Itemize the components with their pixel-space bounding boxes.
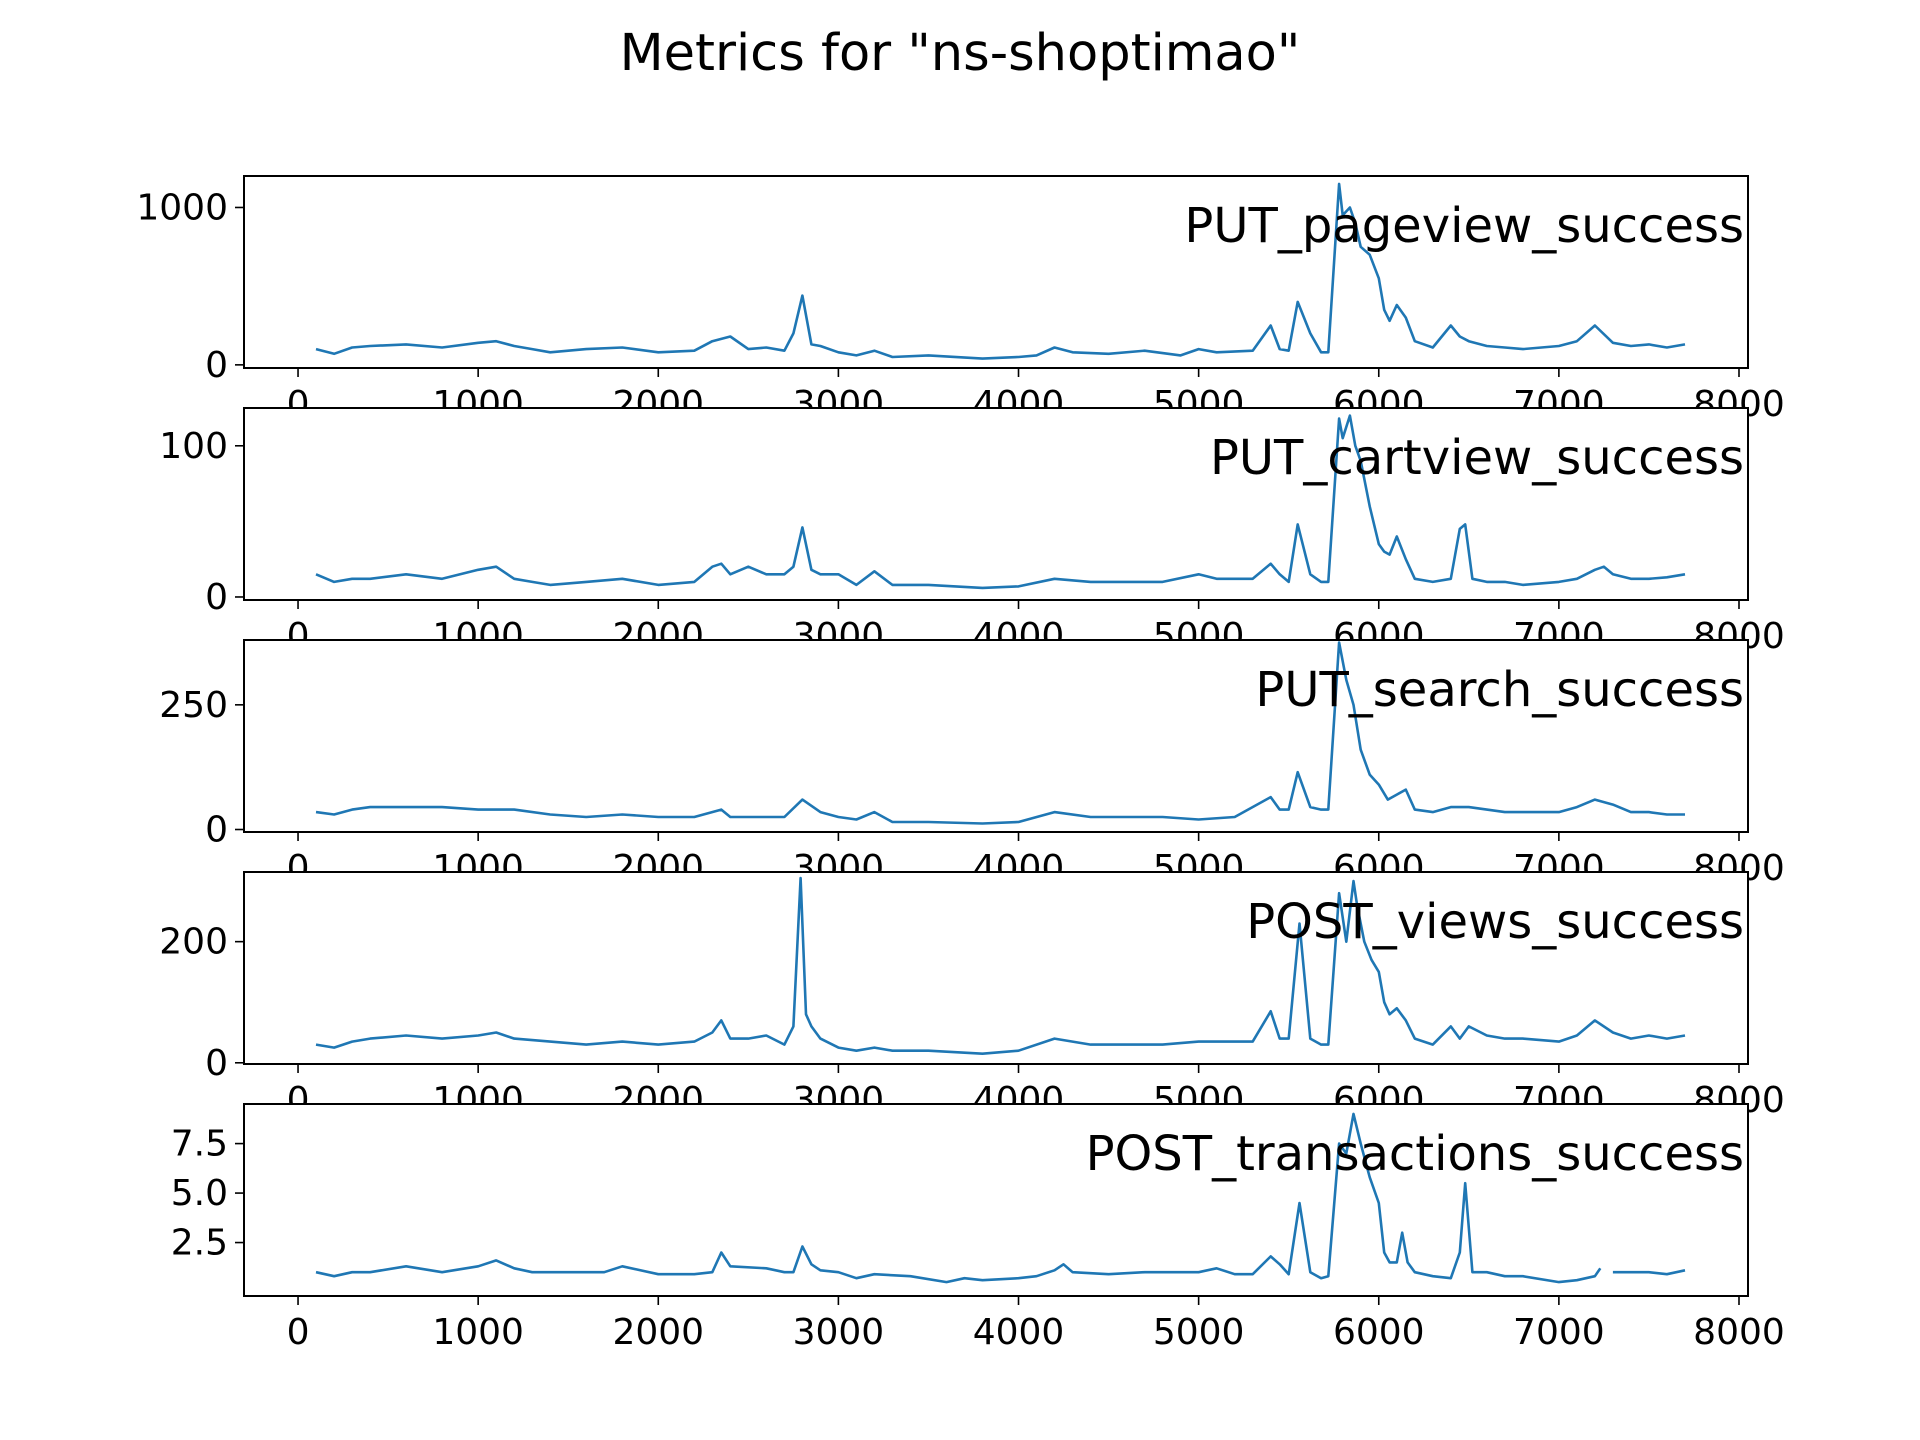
y-tick-label: 250 bbox=[159, 685, 228, 726]
y-tick-label: 2.5 bbox=[171, 1223, 228, 1264]
series-line-POST_transactions_success bbox=[315, 1112, 1686, 1284]
axes-frame bbox=[243, 1103, 1749, 1297]
series-line-PUT_pageview_success bbox=[315, 182, 1686, 360]
x-tick-label: 4000 bbox=[973, 1312, 1065, 1353]
x-tick-label: 8000 bbox=[1693, 1312, 1785, 1353]
y-tick-label: 100 bbox=[159, 426, 228, 467]
y-tick-label: 200 bbox=[159, 922, 228, 963]
x-tick-label: 5000 bbox=[1153, 1312, 1245, 1353]
figure-title: Metrics for "ns-shoptimao" bbox=[620, 24, 1301, 83]
series-line-PUT_cartview_success bbox=[315, 414, 1686, 590]
x-tick-label: 3000 bbox=[793, 1312, 885, 1353]
y-tick-label: 0 bbox=[205, 345, 228, 386]
y-tick-label: 0 bbox=[205, 1043, 228, 1084]
panel-label: PUT_cartview_success bbox=[1210, 430, 1744, 486]
panel-label: PUT_pageview_success bbox=[1184, 198, 1744, 254]
y-tick-label: 0 bbox=[205, 810, 228, 851]
y-tick-label: 5.0 bbox=[171, 1173, 228, 1214]
x-tick-label: 6000 bbox=[1333, 1312, 1425, 1353]
axes-frame bbox=[243, 871, 1749, 1065]
y-tick-label: 1000 bbox=[136, 187, 228, 228]
series-line-POST_views_success bbox=[315, 876, 1686, 1055]
x-tick-label: 1000 bbox=[432, 1312, 524, 1353]
axes-frame bbox=[243, 639, 1749, 833]
plot-area bbox=[244, 1104, 1748, 1296]
series-line-PUT_search_success bbox=[315, 641, 1685, 825]
plot-area bbox=[244, 640, 1748, 832]
panel-label: POST_views_success bbox=[1246, 894, 1744, 950]
axes-frame bbox=[243, 175, 1749, 369]
axes-frame bbox=[243, 407, 1749, 601]
panel-label: POST_transactions_success bbox=[1086, 1126, 1744, 1182]
y-tick-label: 0 bbox=[205, 577, 228, 618]
panel-POST_transactions_success: 0 1000 2000 3000 4000 5000 6000 7000 8000 2.5 5.0 7… bbox=[171, 1103, 1785, 1353]
x-tick-label: 7000 bbox=[1513, 1312, 1605, 1353]
x-tick-label: 2000 bbox=[612, 1312, 704, 1353]
panel-label: PUT_search_success bbox=[1255, 662, 1744, 718]
x-tick-label: 0 bbox=[287, 1312, 310, 1353]
plot-area bbox=[244, 176, 1748, 368]
y-tick-label: 7.5 bbox=[171, 1124, 228, 1165]
